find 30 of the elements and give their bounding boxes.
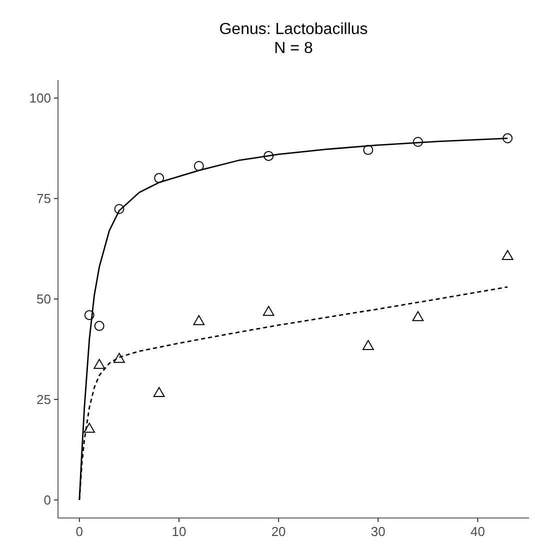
- point: [502, 250, 514, 260]
- point: [194, 160, 204, 171]
- point: [153, 387, 165, 398]
- point: [363, 144, 374, 155]
- y-tick-label: 0: [44, 492, 51, 508]
- point: [362, 340, 374, 350]
- x-tick-label: 40: [470, 524, 485, 539]
- point: [264, 150, 274, 161]
- x-tick-label: 30: [370, 524, 386, 539]
- point: [262, 306, 274, 316]
- point: [84, 422, 96, 433]
- x-tick-label: 20: [271, 524, 286, 539]
- point: [154, 173, 164, 184]
- chart-subtitle: N = 8: [274, 40, 313, 57]
- chart-title: Genus: Lactobacillus: [219, 21, 368, 38]
- point: [114, 352, 125, 363]
- point: [94, 358, 106, 369]
- point: [412, 136, 423, 147]
- x-tick-label: 0: [76, 524, 84, 539]
- point: [114, 204, 124, 214]
- y-tick-label: 25: [36, 392, 51, 407]
- point: [193, 315, 205, 326]
- x-tick-label: 10: [172, 524, 186, 539]
- point: [412, 311, 424, 322]
- point: [502, 133, 513, 144]
- point: [94, 320, 104, 331]
- y-tick-label: 100: [29, 90, 51, 106]
- y-tick-label: 50: [36, 292, 51, 306]
- point: [84, 310, 94, 320]
- y-tick-label: 75: [36, 191, 51, 206]
